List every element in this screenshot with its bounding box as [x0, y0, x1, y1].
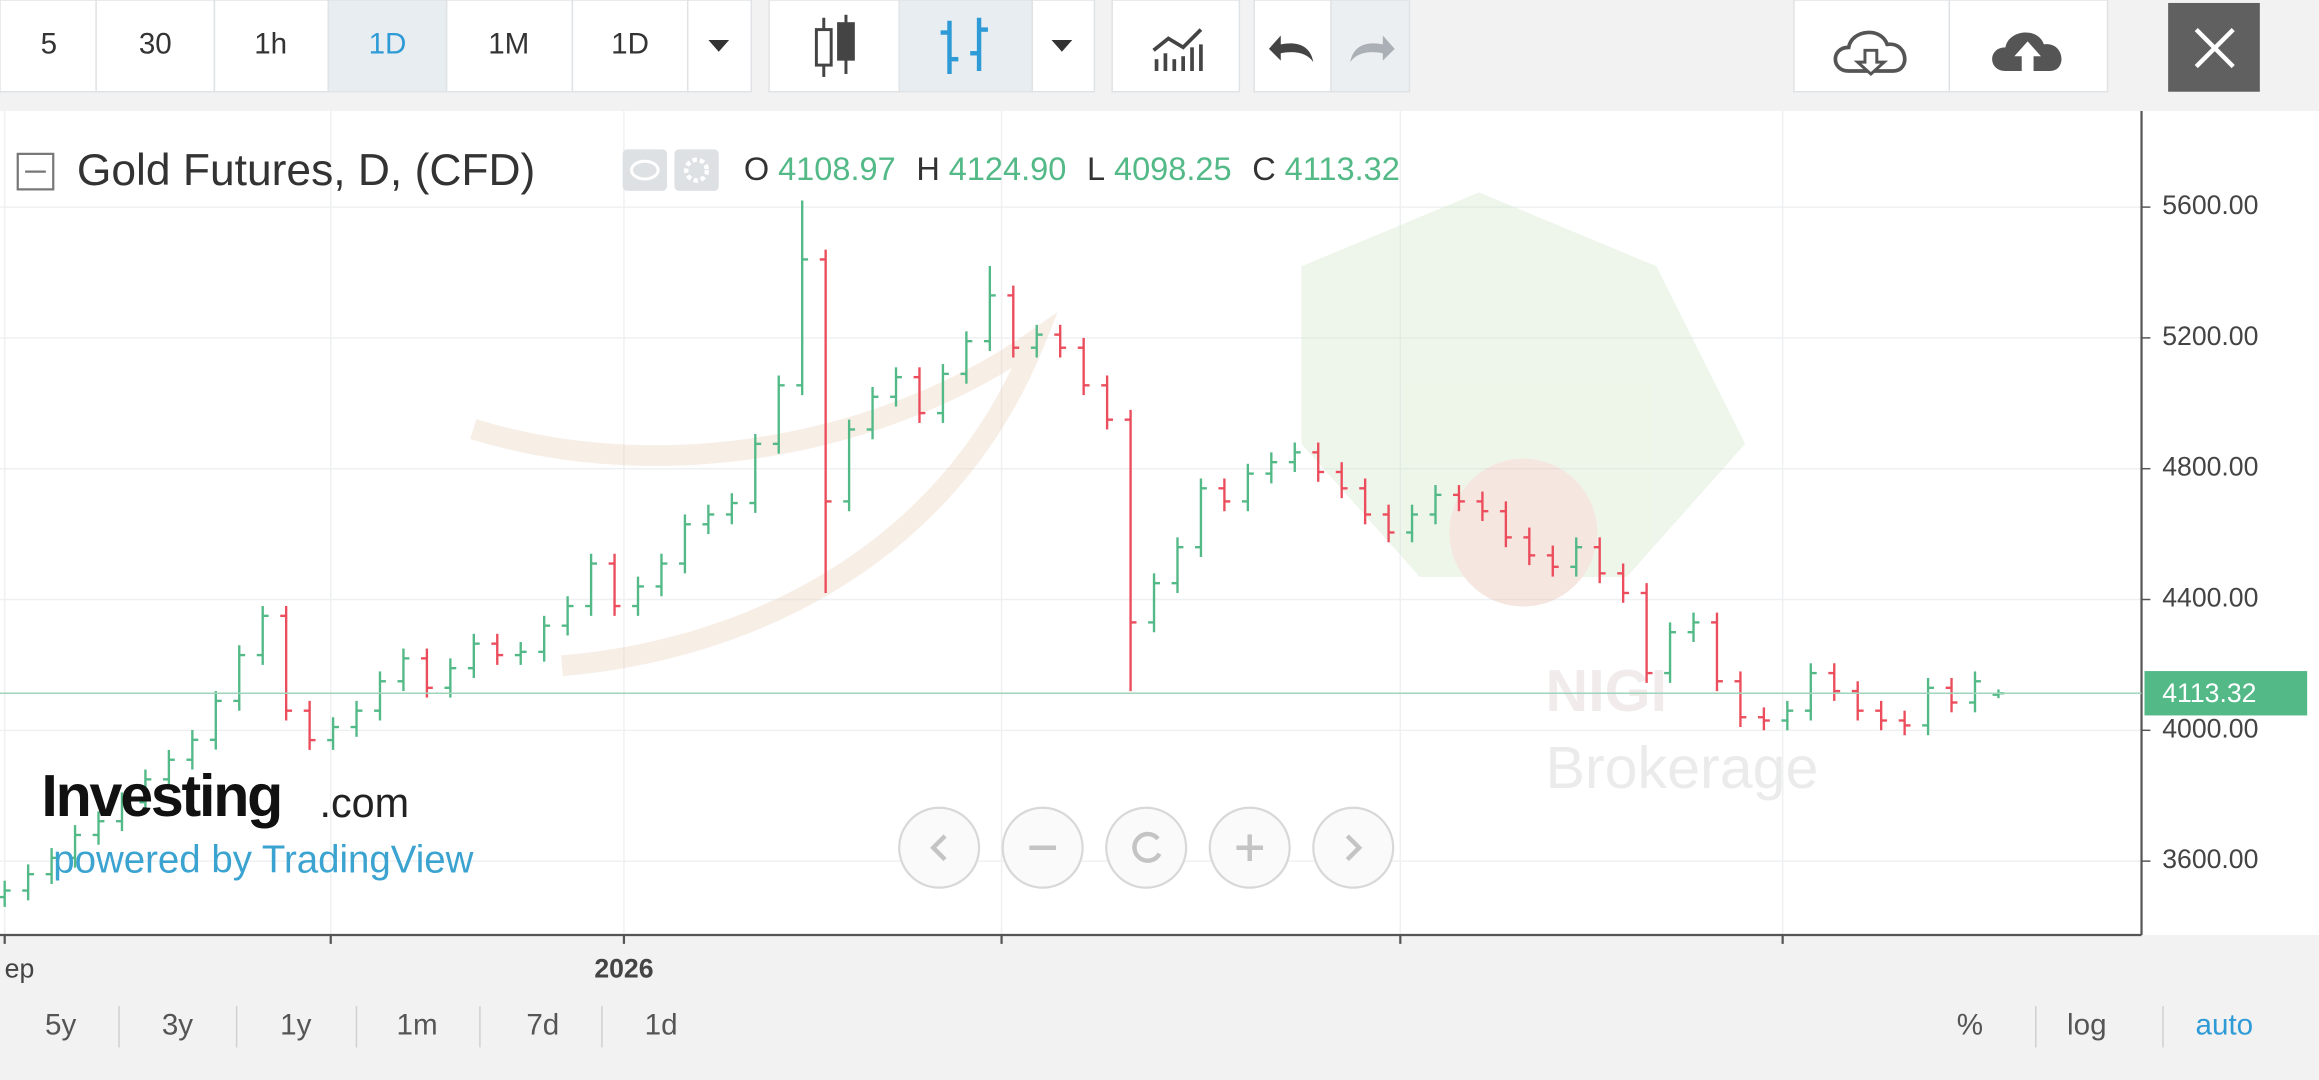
interval-button[interactable] — [0, 0, 97, 93]
price-bars — [0, 200, 2005, 907]
collapse-button[interactable] — [16, 152, 55, 191]
interval-label: 5 — [41, 28, 57, 61]
watermark-broker: NIGI — [1546, 657, 1668, 724]
y-tick-label: 5600.00 — [2162, 190, 2258, 220]
interval-label: 1h — [254, 28, 287, 61]
legend-value: 4124.90 — [949, 151, 1067, 187]
x-tick-label: ep — [5, 954, 35, 984]
settings-button[interactable] — [674, 149, 719, 191]
dropdown-arrow — [708, 39, 730, 52]
navigation-controls — [898, 806, 1395, 889]
bars-icon — [940, 17, 988, 74]
gear-icon — [684, 157, 710, 183]
scale-option[interactable]: auto — [2196, 1009, 2254, 1042]
range-button[interactable]: 1d — [645, 1009, 678, 1042]
last-price-tag — [2144, 671, 2308, 716]
scale-option[interactable]: % — [1957, 1009, 1983, 1042]
range-button[interactable]: 5y — [45, 1009, 76, 1042]
candles-button[interactable] — [768, 0, 900, 93]
eye-icon — [630, 159, 660, 181]
range-button[interactable]: 1m — [397, 1009, 438, 1042]
watermark-logo — [1449, 458, 1598, 607]
watermark-logo — [1301, 192, 1746, 577]
visibility-button[interactable] — [622, 149, 668, 191]
range-button[interactable]: 7d — [526, 1009, 559, 1042]
y-tick-label: 3600.00 — [2162, 844, 2258, 874]
watermark: NIGI Brokerage — [470, 192, 1819, 801]
legend-letter: C — [1252, 151, 1275, 187]
watermark-broker: Brokerage — [1546, 734, 1819, 801]
legend-value: 4113.32 — [1285, 151, 1400, 187]
undo-icon — [1268, 35, 1314, 63]
reset-button[interactable] — [1105, 806, 1188, 889]
range-button[interactable]: 1y — [280, 1009, 311, 1042]
grid — [0, 110, 2142, 936]
y-tick-label: 4000.00 — [2162, 713, 2258, 743]
load-button[interactable] — [1793, 0, 1951, 93]
dropdown-arrow — [1051, 39, 1073, 52]
interval-label: 1M — [488, 28, 529, 61]
chart-title: Gold Futures, D, (CFD) — [77, 146, 535, 195]
legend-letter: O — [744, 151, 769, 187]
interval-label: 1D — [611, 28, 649, 61]
ohlc-legend: O 4108.97 H 4124.90 L 4098.25 C 4113.32 — [744, 151, 1400, 187]
plot-area — [0, 110, 2142, 936]
indicators-button[interactable] — [1111, 0, 1241, 93]
legend-value: 4108.97 — [778, 151, 896, 187]
axes: 3600.00 4000.00 4400.00 4800.00 5200.00 5600.… — [0, 110, 2308, 984]
powered-by: powered by TradingView — [53, 839, 473, 882]
interval-label-active: 1D — [369, 28, 407, 61]
scroll-right-button[interactable] — [1312, 806, 1395, 889]
bottom-toolbar: 5y 3y 1y 1m 7d 1d% log auto — [0, 994, 2319, 1063]
indicators-icon — [1152, 28, 1203, 72]
scroll-left-button[interactable] — [898, 806, 981, 889]
last-price-label: 4113.32 — [2162, 678, 2256, 708]
interval-button[interactable] — [213, 0, 330, 93]
price-axis-area — [2141, 110, 2319, 936]
y-tick-label: 5200.00 — [2162, 321, 2258, 351]
interval-label: 30 — [139, 28, 172, 61]
brand-logo: Investing — [41, 762, 281, 829]
y-tick-label: 4800.00 — [2162, 452, 2258, 482]
candles-icon — [814, 14, 855, 77]
top-toolbar: 5 30 1h 1D 1M 1D — [0, 0, 2260, 93]
legend-letter: H — [916, 151, 939, 187]
brand-domain: .com — [319, 780, 409, 826]
cloud-download-icon — [1833, 30, 1907, 76]
y-tick-label: 4400.00 — [2162, 583, 2258, 613]
legend-value: 4098.25 — [1114, 151, 1232, 187]
interval-button[interactable] — [571, 0, 689, 93]
watermark-calligraphy — [470, 311, 1058, 677]
cloud-upload-icon — [1992, 32, 2062, 72]
bottom-bar — [0, 994, 2319, 1063]
x-tick-label: 2026 — [594, 954, 653, 984]
legend-letter: L — [1087, 151, 1105, 187]
bars-button-active[interactable] — [898, 0, 1034, 93]
interval-button[interactable] — [445, 0, 574, 93]
range-button[interactable]: 3y — [162, 1009, 193, 1042]
redo-icon — [1350, 35, 1395, 63]
close-icon — [2194, 28, 2235, 69]
scale-option[interactable]: log — [2067, 1009, 2106, 1042]
navigation-icons — [930, 831, 1363, 863]
